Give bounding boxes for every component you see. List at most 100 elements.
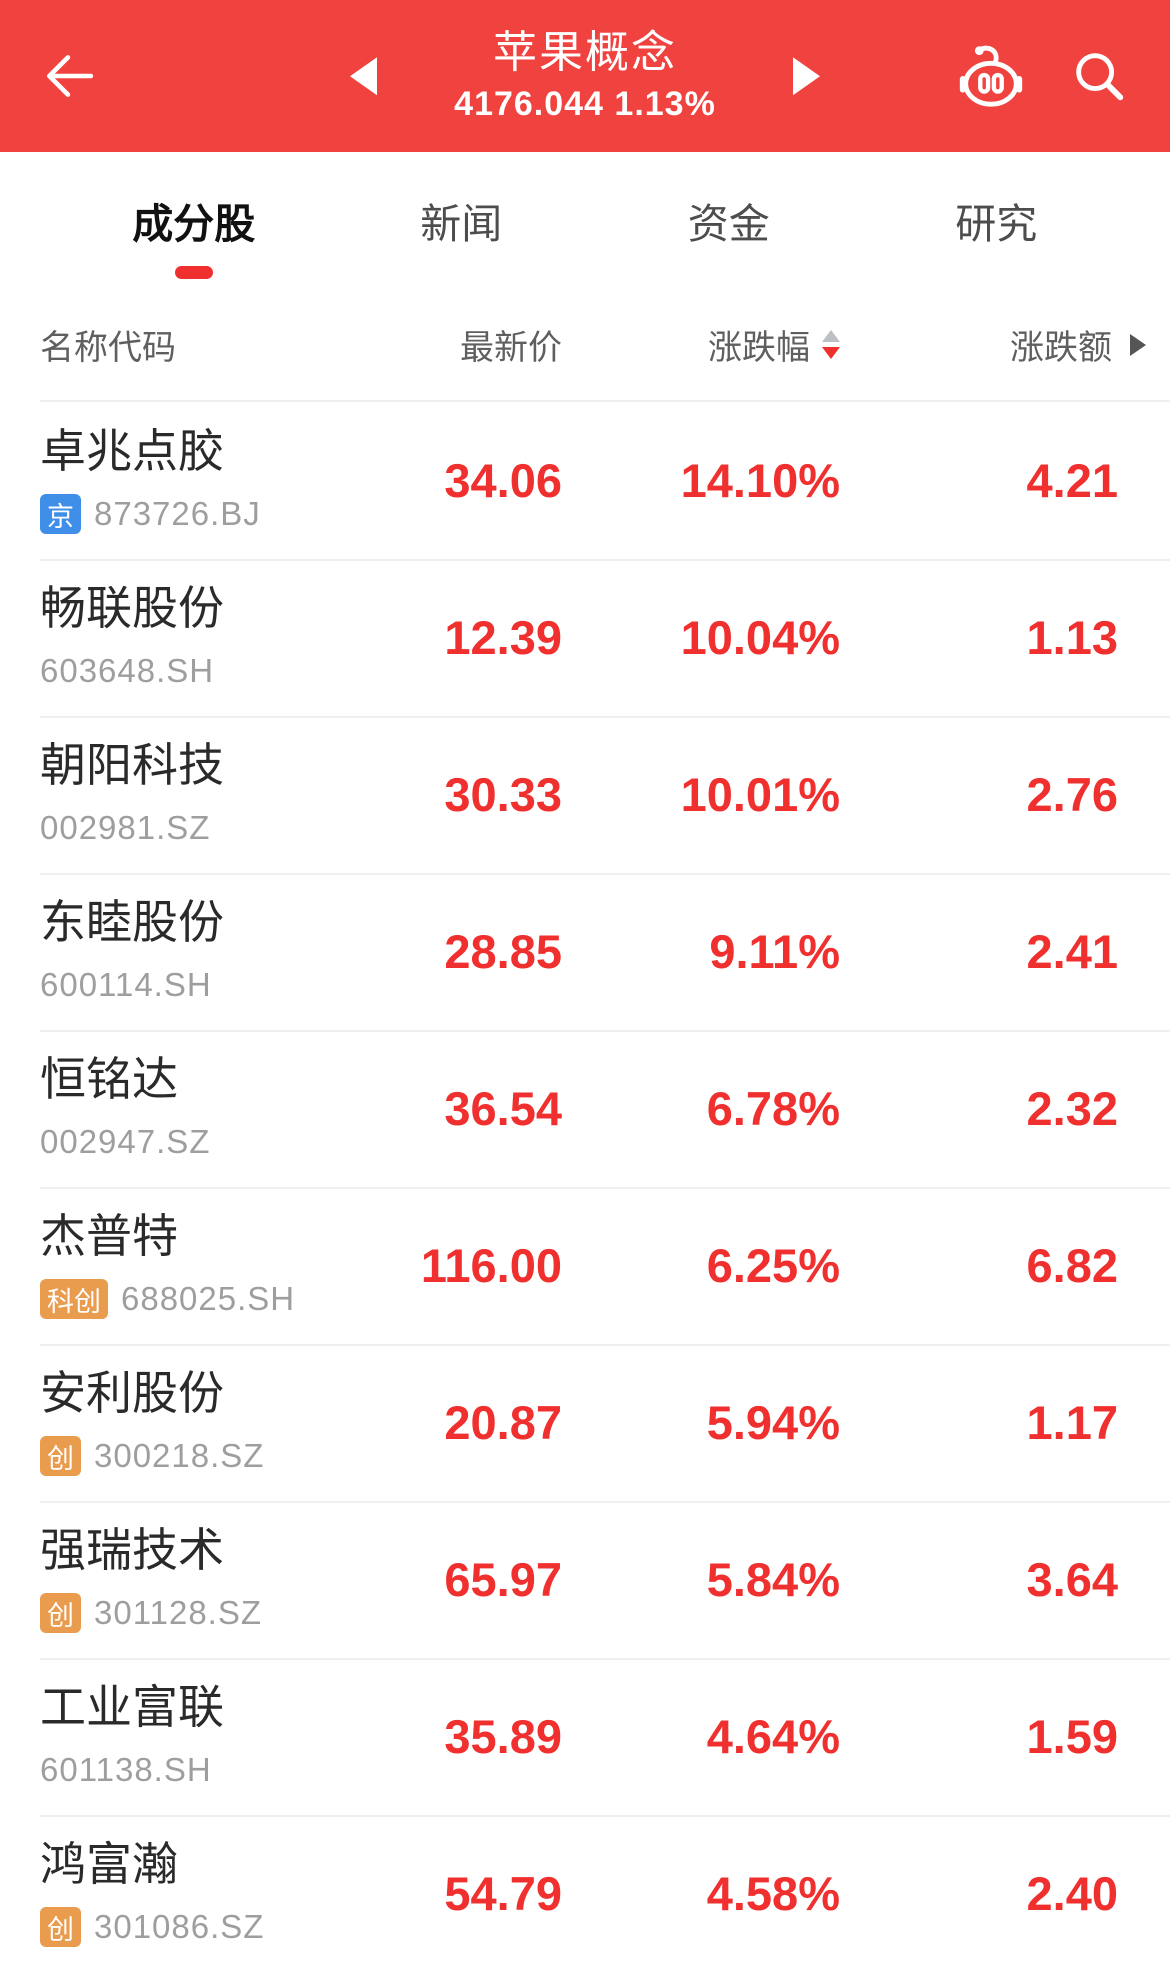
table-row[interactable]: 朝阳科技 002981.SZ 30.33 10.01% 2.76 (0, 716, 1170, 873)
latest-price: 116.00 (420, 1239, 562, 1292)
market-badge: 创 (40, 1593, 81, 1633)
name-code-cell: 畅联股份 603648.SH (40, 582, 360, 693)
change-percent: 10.04% (680, 611, 840, 664)
change-percent: 5.84% (706, 1553, 840, 1606)
tab-funds[interactable]: 资金 (595, 152, 863, 287)
market-badge: 创 (40, 1907, 81, 1947)
change-amount: 2.41 (1026, 925, 1118, 978)
stock-name: 安利股份 (40, 1367, 224, 1419)
market-badge: 科创 (40, 1279, 108, 1319)
latest-price: 54.79 (444, 1867, 562, 1920)
stock-name: 鸿富瀚 (40, 1838, 178, 1890)
table-row[interactable]: 畅联股份 603648.SH 12.39 10.04% 1.13 (0, 559, 1170, 716)
table-row[interactable]: 工业富联 601138.SH 35.89 4.64% 1.59 (0, 1658, 1170, 1815)
column-change-percent[interactable]: 涨跌幅 (562, 320, 840, 369)
change-percent: 14.10% (680, 454, 840, 507)
stock-code: 301128.SZ (94, 1594, 263, 1631)
stock-code: 688025.SH (121, 1280, 296, 1317)
stock-code: 002947.SZ (40, 1123, 211, 1160)
stock-code: 301086.SZ (94, 1908, 265, 1945)
code-line: 科创 688025.SH (40, 1277, 360, 1321)
stock-name: 朝阳科技 (40, 739, 224, 791)
prev-sector-button[interactable] (350, 57, 377, 95)
code-line: 京 873726.BJ (40, 492, 360, 536)
change-amount: 2.76 (1026, 768, 1118, 821)
code-line: 600114.SH (40, 963, 360, 1007)
more-columns-icon (1130, 333, 1146, 356)
latest-price: 36.54 (444, 1082, 562, 1135)
change-amount: 1.17 (1026, 1396, 1118, 1449)
stock-table-body: 卓兆点胶 京 873726.BJ 34.06 14.10% 4.21 畅联股份 … (0, 402, 1170, 1970)
change-percent: 6.78% (706, 1082, 840, 1135)
change-percent: 9.11% (709, 925, 840, 978)
table-row[interactable]: 东睦股份 600114.SH 28.85 9.11% 2.41 (0, 873, 1170, 1030)
stock-name: 工业富联 (40, 1681, 224, 1733)
search-button[interactable] (1068, 45, 1130, 107)
column-latest-price[interactable]: 最新价 (460, 329, 562, 367)
table-row[interactable]: 安利股份 创 300218.SZ 20.87 5.94% 1.17 (0, 1344, 1170, 1501)
change-amount: 2.32 (1026, 1082, 1118, 1135)
tab-constituents[interactable]: 成分股 (60, 152, 328, 287)
name-code-cell: 卓兆点胶 京 873726.BJ (40, 425, 360, 536)
robot-assistant-icon (959, 45, 1023, 107)
table-row[interactable]: 强瑞技术 创 301128.SZ 65.97 5.84% 3.64 (0, 1501, 1170, 1658)
tab-research[interactable]: 研究 (863, 152, 1131, 287)
code-line: 创 300218.SZ (40, 1434, 360, 1478)
market-badge: 京 (40, 494, 81, 534)
latest-price: 65.97 (444, 1553, 562, 1606)
change-amount: 4.21 (1026, 454, 1118, 507)
latest-price: 34.06 (444, 454, 562, 507)
search-icon (1076, 53, 1124, 101)
stock-name: 东睦股份 (40, 896, 224, 948)
code-line: 002981.SZ (40, 806, 360, 850)
change-percent: 10.01% (680, 768, 840, 821)
latest-price: 28.85 (444, 925, 562, 978)
sector-index-value: 4176.044 1.13% (454, 84, 716, 123)
page-title: 苹果概念 (493, 28, 677, 78)
tab-news[interactable]: 新闻 (328, 152, 596, 287)
latest-price: 35.89 (444, 1710, 562, 1763)
stock-code: 873726.BJ (94, 495, 261, 532)
sort-desc-icon (822, 330, 840, 359)
stock-name: 畅联股份 (40, 582, 224, 634)
stock-code: 603648.SH (40, 652, 215, 689)
tab-bar: 成分股 新闻 资金 研究 (0, 152, 1170, 287)
assistant-button[interactable] (954, 39, 1028, 113)
prev-triangle-icon (350, 57, 377, 95)
table-row[interactable]: 杰普特 科创 688025.SH 116.00 6.25% 6.82 (0, 1187, 1170, 1344)
name-code-cell: 工业富联 601138.SH (40, 1681, 360, 1792)
table-row[interactable]: 鸿富瀚 创 301086.SZ 54.79 4.58% 2.40 (0, 1815, 1170, 1970)
change-percent: 6.25% (706, 1239, 840, 1292)
change-percent: 4.64% (706, 1710, 840, 1763)
code-line: 601138.SH (40, 1748, 360, 1792)
name-code-cell: 安利股份 创 300218.SZ (40, 1367, 360, 1478)
stock-code: 002981.SZ (40, 809, 211, 846)
latest-price: 12.39 (444, 611, 562, 664)
name-code-cell: 杰普特 科创 688025.SH (40, 1210, 360, 1321)
stock-code: 600114.SH (40, 966, 212, 1003)
name-code-cell: 恒铭达 002947.SZ (40, 1053, 360, 1164)
stock-code: 601138.SH (40, 1751, 212, 1788)
change-percent: 4.58% (706, 1867, 840, 1920)
column-change-amount[interactable]: 涨跌额 (840, 320, 1146, 369)
stock-code: 300218.SZ (94, 1437, 265, 1474)
change-percent: 5.94% (706, 1396, 840, 1449)
next-triangle-icon (793, 57, 820, 95)
name-code-cell: 东睦股份 600114.SH (40, 896, 360, 1007)
table-row[interactable]: 卓兆点胶 京 873726.BJ 34.06 14.10% 4.21 (0, 402, 1170, 559)
back-button[interactable] (34, 41, 104, 111)
latest-price: 20.87 (444, 1396, 562, 1449)
table-row[interactable]: 恒铭达 002947.SZ 36.54 6.78% 2.32 (0, 1030, 1170, 1187)
back-arrow-icon (47, 55, 94, 97)
stock-name: 强瑞技术 (40, 1524, 224, 1576)
next-sector-button[interactable] (793, 57, 820, 95)
header-actions (954, 39, 1130, 113)
code-line: 603648.SH (40, 649, 360, 693)
change-amount: 1.59 (1026, 1710, 1118, 1763)
sector-title-block: 苹果概念 4176.044 1.13% (435, 28, 735, 124)
code-line: 创 301128.SZ (40, 1591, 360, 1635)
sector-switcher: 苹果概念 4176.044 1.13% (350, 28, 820, 124)
name-code-cell: 鸿富瀚 创 301086.SZ (40, 1838, 360, 1949)
name-code-cell: 朝阳科技 002981.SZ (40, 739, 360, 850)
name-code-cell: 强瑞技术 创 301128.SZ (40, 1524, 360, 1635)
